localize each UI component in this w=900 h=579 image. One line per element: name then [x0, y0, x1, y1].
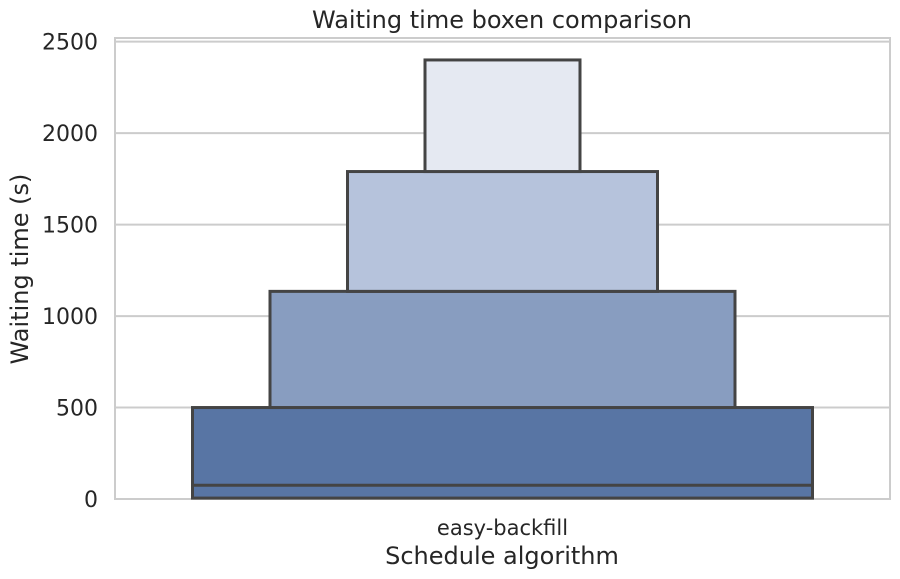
y-axis-label: Waiting time (s) — [6, 174, 34, 365]
x-tick-labels: easy-backfill — [437, 516, 568, 540]
y-tick-labels: 0 500 1000 1500 2000 2500 — [42, 31, 98, 513]
boxen-box-level-4 — [423, 58, 582, 174]
boxen-box-level-3 — [346, 170, 659, 293]
boxen-boxes — [191, 58, 814, 500]
y-tick-label: 1500 — [42, 214, 98, 239]
boxen-box-level-2 — [268, 289, 737, 410]
y-tick-label: 2000 — [42, 122, 98, 147]
x-axis-label: Schedule algorithm — [385, 542, 619, 570]
boxen-box-level-1 — [191, 406, 814, 500]
chart-title: Waiting time boxen comparison — [312, 6, 692, 34]
y-tick-label: 1000 — [42, 305, 98, 330]
x-tick-label: easy-backfill — [437, 516, 568, 540]
y-tick-label: 2500 — [42, 31, 98, 56]
y-tick-label: 0 — [84, 488, 98, 513]
y-tick-label: 500 — [56, 397, 98, 422]
